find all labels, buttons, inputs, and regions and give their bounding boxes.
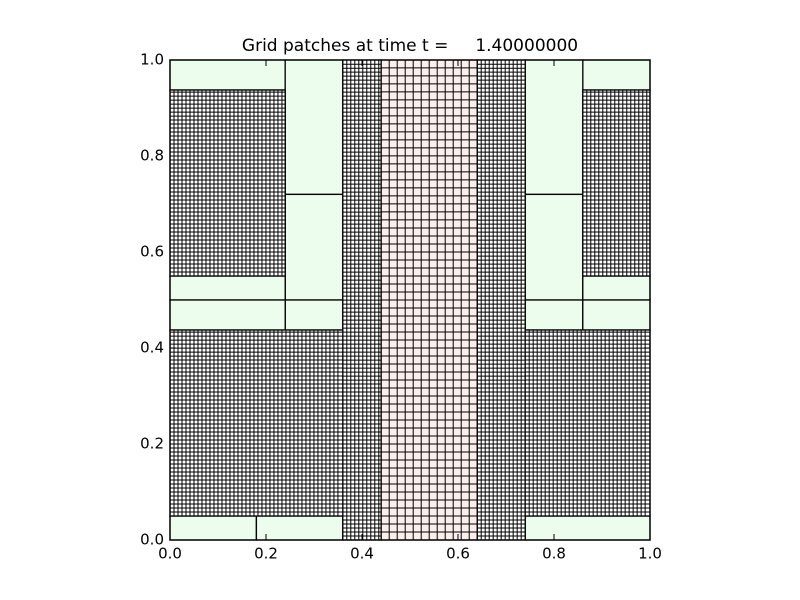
patch-fill <box>170 516 257 540</box>
x-tick-label: 0.0 <box>158 545 182 563</box>
patch <box>524 59 584 196</box>
patch <box>582 89 651 277</box>
patch-fill <box>525 60 583 195</box>
patch-fill <box>256 516 343 540</box>
patch <box>524 329 651 517</box>
patch <box>380 59 478 541</box>
patch-fill <box>170 300 286 330</box>
patch-fill <box>582 60 650 90</box>
patch <box>582 275 651 301</box>
patch <box>169 299 286 331</box>
patch <box>284 59 344 196</box>
chart-title: Grid patches at time t = 1.40000000 <box>242 36 578 56</box>
patch <box>582 299 651 331</box>
patch <box>524 515 651 541</box>
patch <box>255 515 344 541</box>
patch <box>476 59 526 541</box>
patches <box>169 59 651 541</box>
patch <box>524 193 584 301</box>
patch <box>169 59 286 91</box>
x-tick-label: 0.4 <box>350 545 374 563</box>
y-tick-label: 0.8 <box>140 147 164 165</box>
patch <box>284 299 344 331</box>
patch <box>582 59 651 91</box>
patch-fill <box>170 60 286 90</box>
patch-fill <box>285 300 343 330</box>
patch <box>284 193 344 301</box>
y-tick-label: 0.6 <box>140 243 164 261</box>
plot-frame <box>169 59 651 541</box>
x-tick-label: 0.8 <box>542 545 566 563</box>
y-tick-label: 0.0 <box>140 531 164 549</box>
x-tick-label: 1.0 <box>638 545 662 563</box>
y-tick-label: 0.4 <box>140 339 164 357</box>
patch <box>169 515 258 541</box>
patch-fill <box>170 276 286 300</box>
patch-fill <box>525 300 583 330</box>
patch <box>342 59 382 541</box>
patch <box>169 329 344 517</box>
patch <box>169 89 286 277</box>
x-tick-label: 0.6 <box>446 545 470 563</box>
y-tick-label: 0.2 <box>140 435 164 453</box>
patch-fill <box>525 194 583 300</box>
patch-fill <box>285 60 343 195</box>
patch-fill <box>525 516 650 540</box>
patch-fill <box>582 300 650 330</box>
patch-fill <box>582 276 650 300</box>
patch-fill <box>285 194 343 300</box>
patch <box>524 299 584 331</box>
patch <box>169 275 286 301</box>
y-tick-label: 1.0 <box>140 51 164 69</box>
x-tick-label: 0.2 <box>254 545 278 563</box>
